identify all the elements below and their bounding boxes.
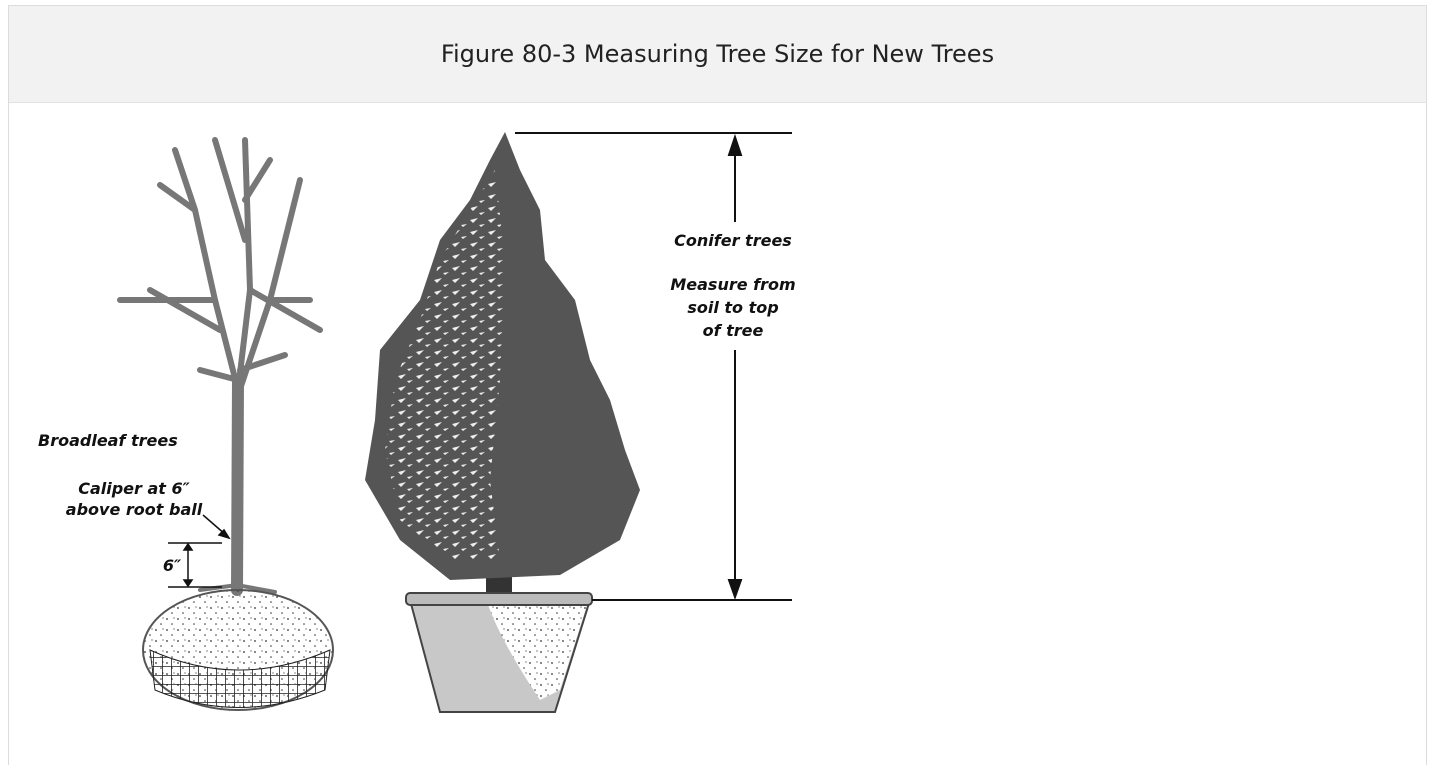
broadleaf-label: Broadleaf trees: [38, 431, 178, 450]
measure-label: of tree: [703, 321, 764, 340]
caliper-marks: [168, 514, 231, 588]
height-measure: [515, 132, 792, 601]
pot-rim: [405, 592, 593, 606]
figure-header: Figure 80-3 Measuring Tree Size for New …: [9, 6, 1426, 103]
caliper-label: above root ball: [66, 500, 203, 519]
height-mark-label: 6″: [163, 556, 182, 575]
broadleaf-tree: [117, 137, 323, 596]
figure-title: Figure 80-3 Measuring Tree Size for New …: [440, 40, 995, 68]
burlap: [149, 649, 331, 708]
conifer-label: Conifer trees: [674, 231, 792, 250]
measure-label: Measure from: [670, 275, 795, 294]
measure-label: soil to top: [687, 298, 778, 317]
caliper-label: Caliper at 6″: [78, 479, 190, 498]
figure-frame: Figure 80-3 Measuring Tree Size for New …: [8, 5, 1427, 765]
pot-soil-texture: [487, 602, 588, 700]
conifer-highlight: [385, 170, 505, 560]
